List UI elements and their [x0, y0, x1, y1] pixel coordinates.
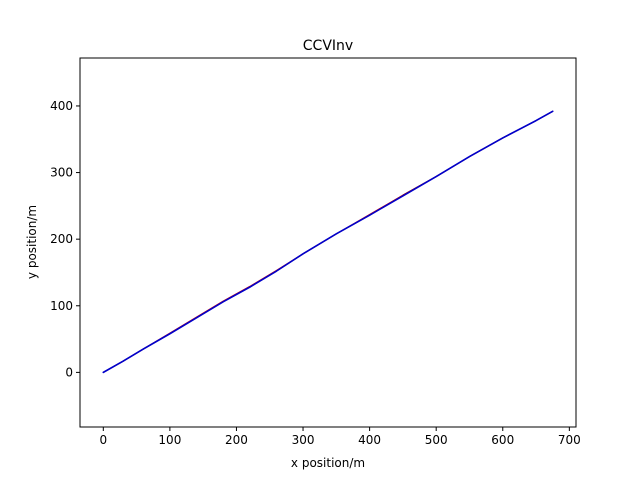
x-axis-label: x position/m [291, 456, 365, 470]
x-tick-label: 500 [425, 433, 448, 447]
x-tick-label: 600 [491, 433, 514, 447]
series-line-3 [102, 110, 554, 374]
x-tick-label: 400 [358, 433, 381, 447]
x-tick-label: 200 [225, 433, 248, 447]
y-tick-label: 400 [50, 99, 73, 113]
x-tick-label: 300 [292, 433, 315, 447]
y-axis-label: y position/m [25, 205, 39, 279]
y-tick-label: 200 [50, 232, 73, 246]
x-tick-label: 100 [158, 433, 181, 447]
y-tick-label: 300 [50, 166, 73, 180]
x-tick-label: 0 [99, 433, 107, 447]
y-tick-label: 100 [50, 299, 73, 313]
x-tick-label: 700 [558, 433, 581, 447]
chart-title: CCVInv [303, 38, 353, 54]
y-tick-label: 0 [65, 365, 73, 379]
plot-frame [79, 57, 577, 428]
